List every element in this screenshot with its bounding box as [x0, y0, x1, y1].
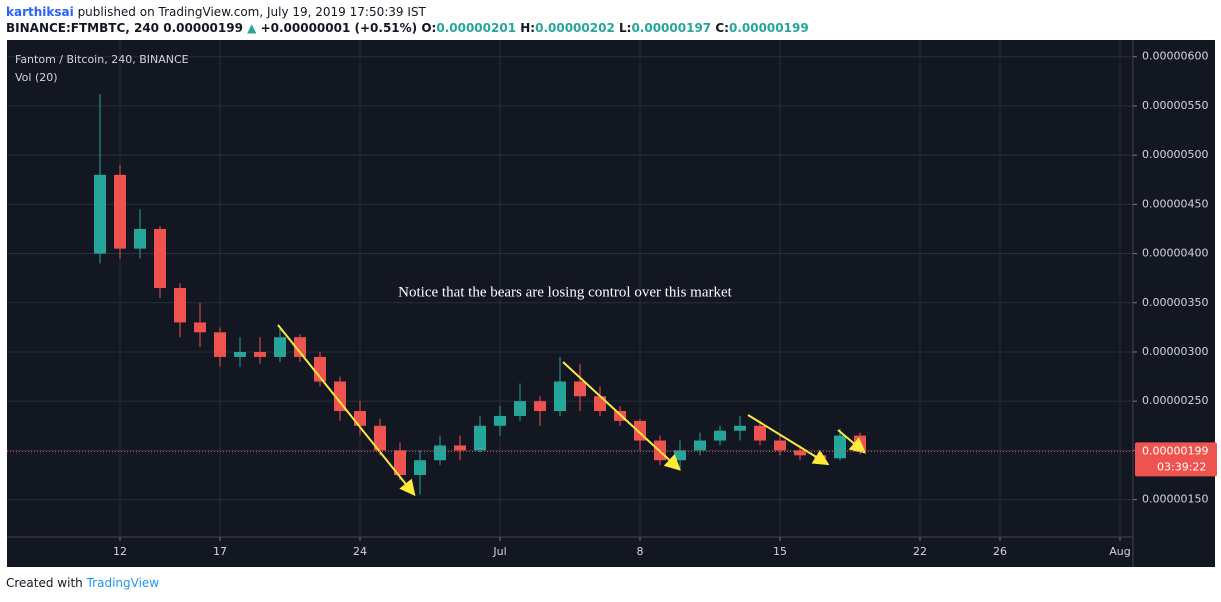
candle-body — [614, 411, 626, 421]
y-tick-label: 0.00000450 — [1142, 197, 1208, 210]
arrow — [837, 429, 867, 454]
chart-title: Fantom / Bitcoin, 240, BINANCE — [15, 53, 189, 66]
arrow — [747, 414, 830, 466]
y-tick-label: 0.00000550 — [1142, 99, 1208, 112]
arrow — [562, 361, 681, 471]
candle-body — [234, 351, 246, 357]
candle-body — [454, 445, 466, 451]
candle-body — [714, 430, 726, 441]
candle-body — [154, 228, 166, 289]
x-tick-label: 8 — [637, 545, 644, 558]
symbol: BINANCE:FTMBTC, 240 — [6, 21, 160, 35]
x-tick-label: Jul — [492, 545, 506, 558]
c-label: C: — [715, 21, 729, 35]
candle-body — [394, 450, 406, 475]
c: 0.00000199 — [728, 21, 809, 35]
candle-body — [214, 332, 226, 357]
candle-body — [134, 228, 146, 249]
candle-body — [174, 288, 186, 323]
publish-line: karthiksai published on TradingView.com,… — [6, 5, 426, 19]
brand[interactable]: TradingView — [86, 576, 160, 590]
arrows — [277, 324, 867, 497]
x-tick-label: 17 — [213, 545, 227, 558]
l: 0.00000197 — [631, 21, 712, 35]
y-tick-label: 0.00000500 — [1142, 148, 1208, 161]
candle-body — [694, 440, 706, 451]
candle-body — [834, 435, 846, 459]
h-label: H: — [520, 21, 536, 35]
candle-body — [794, 450, 806, 456]
candle-body — [434, 445, 446, 461]
candle-body — [374, 425, 386, 451]
candle-body — [94, 174, 106, 254]
candle-body — [594, 396, 606, 412]
annotation: Notice that the bears are losing control… — [398, 284, 732, 300]
symbol-line: BINANCE:FTMBTC, 240 0.00000199 ▲ +0.0000… — [6, 21, 809, 35]
candle-body — [114, 174, 126, 249]
x-tick-label: Aug — [1109, 545, 1130, 558]
y-tick-label: 0.00000350 — [1142, 296, 1208, 309]
x-tick-label: 24 — [353, 545, 367, 558]
arrow — [277, 324, 416, 497]
x-tick-label: 12 — [113, 545, 127, 558]
last-price-label: 0.00000199 — [1142, 444, 1208, 457]
h: 0.00000202 — [535, 21, 615, 35]
countdown: 03:39:22 — [1157, 460, 1206, 473]
y-tick-label: 0.00000150 — [1142, 493, 1208, 506]
volume-label: Vol (20) — [15, 71, 58, 84]
candle-body — [494, 415, 506, 426]
chart: Fantom / Bitcoin, 240, BINANCE Vol (20) … — [7, 40, 1217, 567]
change: +0.00000001 (+0.51%) — [260, 21, 418, 35]
footer: Created with TradingView — [6, 576, 159, 590]
chart-bg — [7, 40, 1215, 567]
candle-body — [474, 425, 486, 451]
candle-body — [534, 401, 546, 412]
candle-body — [334, 381, 346, 412]
y-tick-label: 0.00000250 — [1142, 394, 1208, 407]
y-tick-label: 0.00000400 — [1142, 247, 1208, 260]
y-tick-label: 0.00000600 — [1142, 50, 1208, 63]
candle-body — [574, 381, 586, 397]
arrow: ▲ — [247, 21, 257, 35]
x-tick-label: 26 — [993, 545, 1007, 558]
last-price-box — [1135, 442, 1217, 477]
candle-body — [554, 381, 566, 412]
o-label: O: — [421, 21, 437, 35]
candle-body — [514, 401, 526, 416]
x-tick-label: 15 — [773, 545, 787, 558]
candle-body — [354, 411, 366, 426]
candle-body — [194, 322, 206, 333]
candle-body — [774, 440, 786, 451]
candle-body — [414, 460, 426, 475]
l-label: L: — [619, 21, 632, 35]
candle-body — [734, 425, 746, 431]
candle-body — [274, 337, 286, 357]
published: published on TradingView.com, July 19, 2… — [77, 5, 426, 19]
o: 0.00000201 — [436, 21, 517, 35]
candle-body — [294, 337, 306, 357]
last: 0.00000199 — [163, 21, 243, 35]
y-tick-label: 0.00000300 — [1142, 345, 1208, 358]
author[interactable]: karthiksai — [6, 5, 74, 19]
candle-body — [254, 351, 266, 357]
created: Created with — [6, 576, 83, 590]
x-tick-label: 22 — [913, 545, 927, 558]
candle-body — [754, 425, 766, 441]
candle-body — [314, 356, 326, 382]
